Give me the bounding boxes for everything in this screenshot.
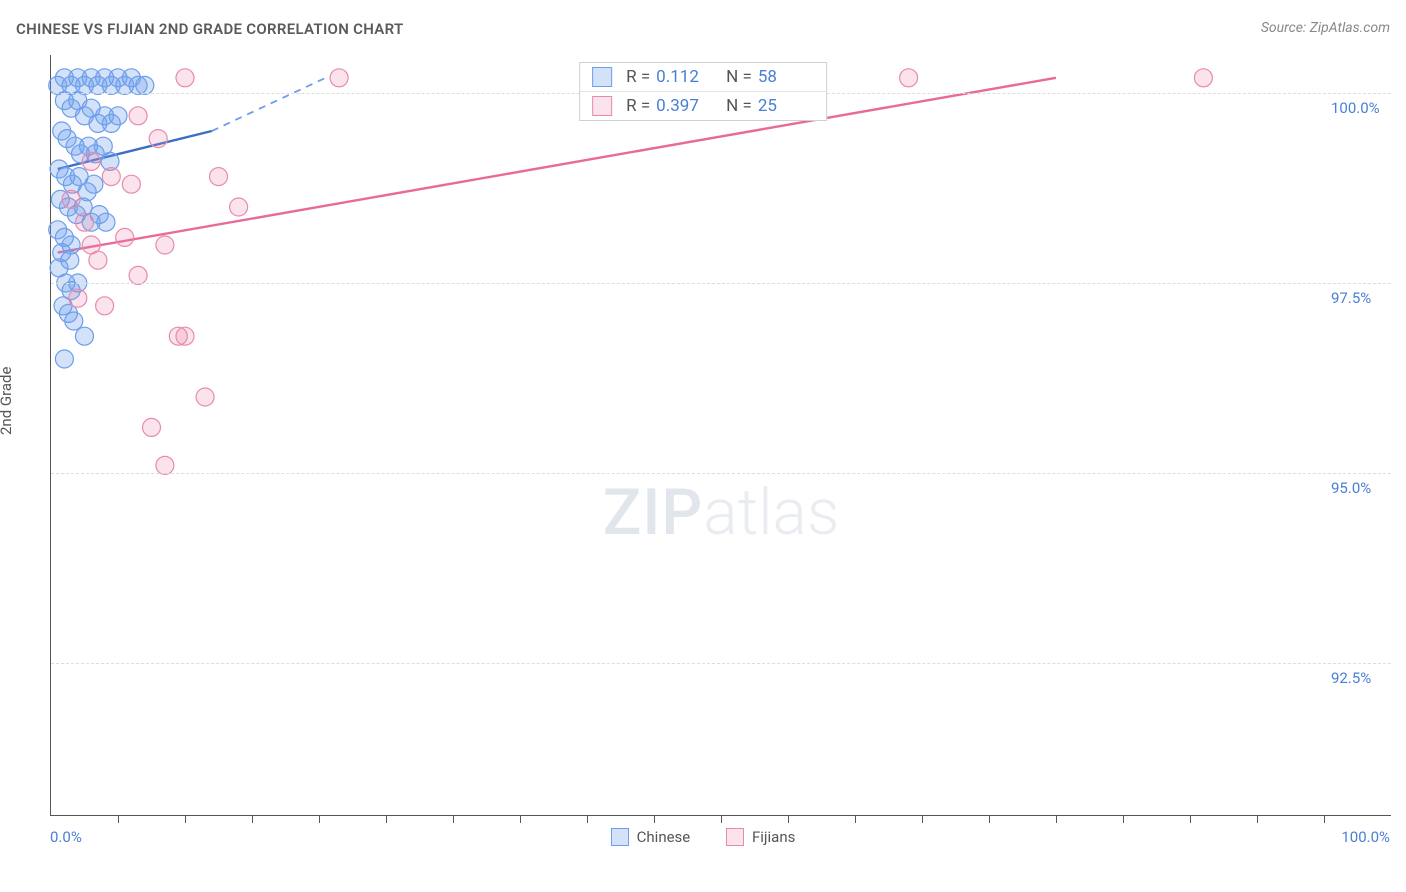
corr-n-value-chinese: 58 [758, 67, 814, 87]
x-tick [453, 815, 454, 823]
x-tick [252, 815, 253, 823]
corr-r-label-1: R = [626, 67, 650, 87]
legend-label-chinese: Chinese [637, 828, 691, 846]
x-tick [922, 815, 923, 823]
x-tick [1324, 815, 1325, 823]
x-tick [185, 815, 186, 823]
x-tick [654, 815, 655, 823]
corr-r-value-chinese: 0.112 [656, 67, 712, 87]
scatter-point [129, 107, 147, 125]
x-tick [319, 815, 320, 823]
scatter-point [97, 213, 115, 231]
corr-n-value-fijians: 25 [758, 96, 814, 116]
legend-swatch-fijians [726, 828, 744, 846]
x-tick [989, 815, 990, 823]
y-tick-label: 95.0% [1331, 479, 1371, 497]
scatter-point [109, 107, 127, 125]
scatter-point [82, 236, 100, 254]
scatter-point [143, 418, 161, 436]
x-tick [855, 815, 856, 823]
x-tick [520, 815, 521, 823]
y-axis-label: 2nd Grade [0, 367, 15, 435]
plot-area: ZIPatlas 100.0%97.5%95.0%92.5% [50, 55, 1391, 816]
corr-n-label-1: N = [726, 67, 752, 87]
x-tick [1123, 815, 1124, 823]
gridline [51, 663, 1391, 664]
scatter-point [65, 312, 83, 330]
scatter-point [62, 190, 80, 208]
scatter-point [116, 228, 134, 246]
corr-swatch-chinese [592, 67, 612, 87]
y-tick-label: 97.5% [1331, 289, 1371, 307]
scatter-point [330, 69, 348, 87]
legend-label-fijians: Fijians [752, 828, 795, 846]
scatter-point [85, 175, 103, 193]
scatter-point [122, 175, 140, 193]
scatter-point [136, 76, 154, 94]
scatter-point [76, 213, 94, 231]
corr-n-label-2: N = [726, 96, 752, 116]
scatter-point [210, 168, 228, 186]
x-tick [721, 815, 722, 823]
chart-source: Source: ZipAtlas.com [1261, 20, 1390, 36]
scatter-point [149, 130, 167, 148]
scatter-point [156, 236, 174, 254]
x-tick [587, 815, 588, 823]
scatter-point [176, 69, 194, 87]
x-tick [118, 815, 119, 823]
x-tick [1056, 815, 1057, 823]
scatter-point [196, 388, 214, 406]
scatter-point [69, 289, 87, 307]
trendline-extrapolated [212, 78, 326, 131]
legend-item-fijians: Fijians [726, 828, 795, 846]
bottom-legend: Chinese Fijians [0, 828, 1406, 850]
x-tick [1190, 815, 1191, 823]
legend-swatch-chinese [611, 828, 629, 846]
x-tick [386, 815, 387, 823]
scatter-point [230, 198, 248, 216]
corr-swatch-fijians [592, 96, 612, 116]
scatter-point [102, 168, 120, 186]
legend-item-chinese: Chinese [611, 828, 691, 846]
scatter-point [82, 152, 100, 170]
scatter-point [156, 456, 174, 474]
scatter-point [129, 266, 147, 284]
gridline [51, 473, 1391, 474]
gridline [51, 283, 1391, 284]
scatter-point [96, 297, 114, 315]
y-tick-label: 100.0% [1331, 99, 1380, 117]
y-tick-label: 92.5% [1331, 669, 1371, 687]
x-tick [788, 815, 789, 823]
chart-title: CHINESE VS FIJIAN 2ND GRADE CORRELATION … [16, 20, 403, 38]
x-tick [1257, 815, 1258, 823]
scatter-point [76, 327, 94, 345]
correlation-legend: R = 0.112 N = 58 R = 0.397 N = 25 [579, 62, 827, 121]
trendline-fijians [58, 78, 1056, 253]
correlation-row-fijians: R = 0.397 N = 25 [580, 91, 826, 120]
chart-svg [51, 55, 1391, 815]
scatter-point [900, 69, 918, 87]
scatter-point [176, 327, 194, 345]
scatter-point [1194, 69, 1212, 87]
corr-r-label-2: R = [626, 96, 650, 116]
correlation-row-chinese: R = 0.112 N = 58 [580, 63, 826, 91]
scatter-point [55, 350, 73, 368]
corr-r-value-fijians: 0.397 [656, 96, 712, 116]
